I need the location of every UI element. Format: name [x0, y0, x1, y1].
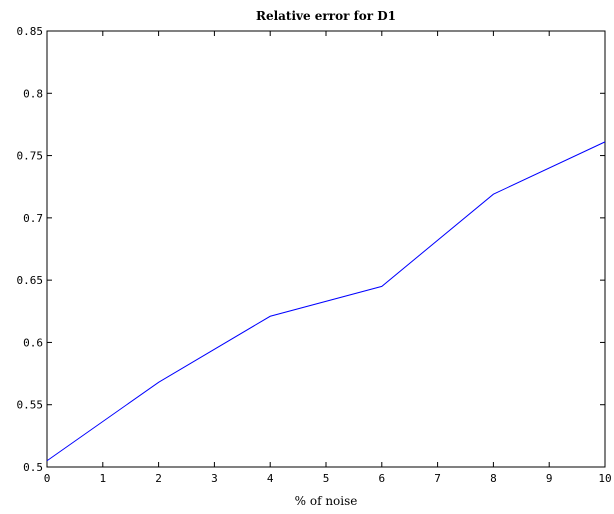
x-tick-label: 6	[378, 472, 385, 485]
chart-title: Relative error for D1	[256, 9, 396, 23]
x-axis-label: % of noise	[295, 494, 358, 508]
x-tick-label: 3	[211, 472, 218, 485]
y-tick-label: 0.65	[17, 274, 44, 287]
y-axis-ticks: 0.5 0.55 0.6 0.65 0.7 0.75 0.8 0.85	[17, 25, 605, 474]
y-tick-label: 0.75	[17, 150, 44, 163]
series-group	[46, 141, 606, 462]
x-tick-label: 9	[546, 472, 553, 485]
y-tick-label: 0.55	[17, 399, 44, 412]
y-tick-label: 0.85	[17, 25, 44, 38]
x-tick-label: 0	[44, 472, 51, 485]
x-tick-label: 2	[155, 472, 162, 485]
x-tick-label: 1	[99, 472, 106, 485]
y-tick-label: 0.7	[23, 212, 43, 225]
x-axis-ticks: 0 1 2 3 4 5 6 7 8 9 10	[44, 31, 612, 485]
x-tick-label: 8	[490, 472, 497, 485]
y-tick-label: 0.8	[23, 87, 43, 100]
y-tick-label: 0.6	[23, 336, 43, 349]
plot-area	[46, 30, 606, 468]
series-line-0	[46, 141, 606, 462]
x-tick-label: 4	[267, 472, 274, 485]
x-tick-label: 7	[434, 472, 441, 485]
y-tick-label: 0.5	[23, 461, 43, 474]
x-tick-label: 10	[598, 472, 611, 485]
x-tick-label: 5	[323, 472, 330, 485]
